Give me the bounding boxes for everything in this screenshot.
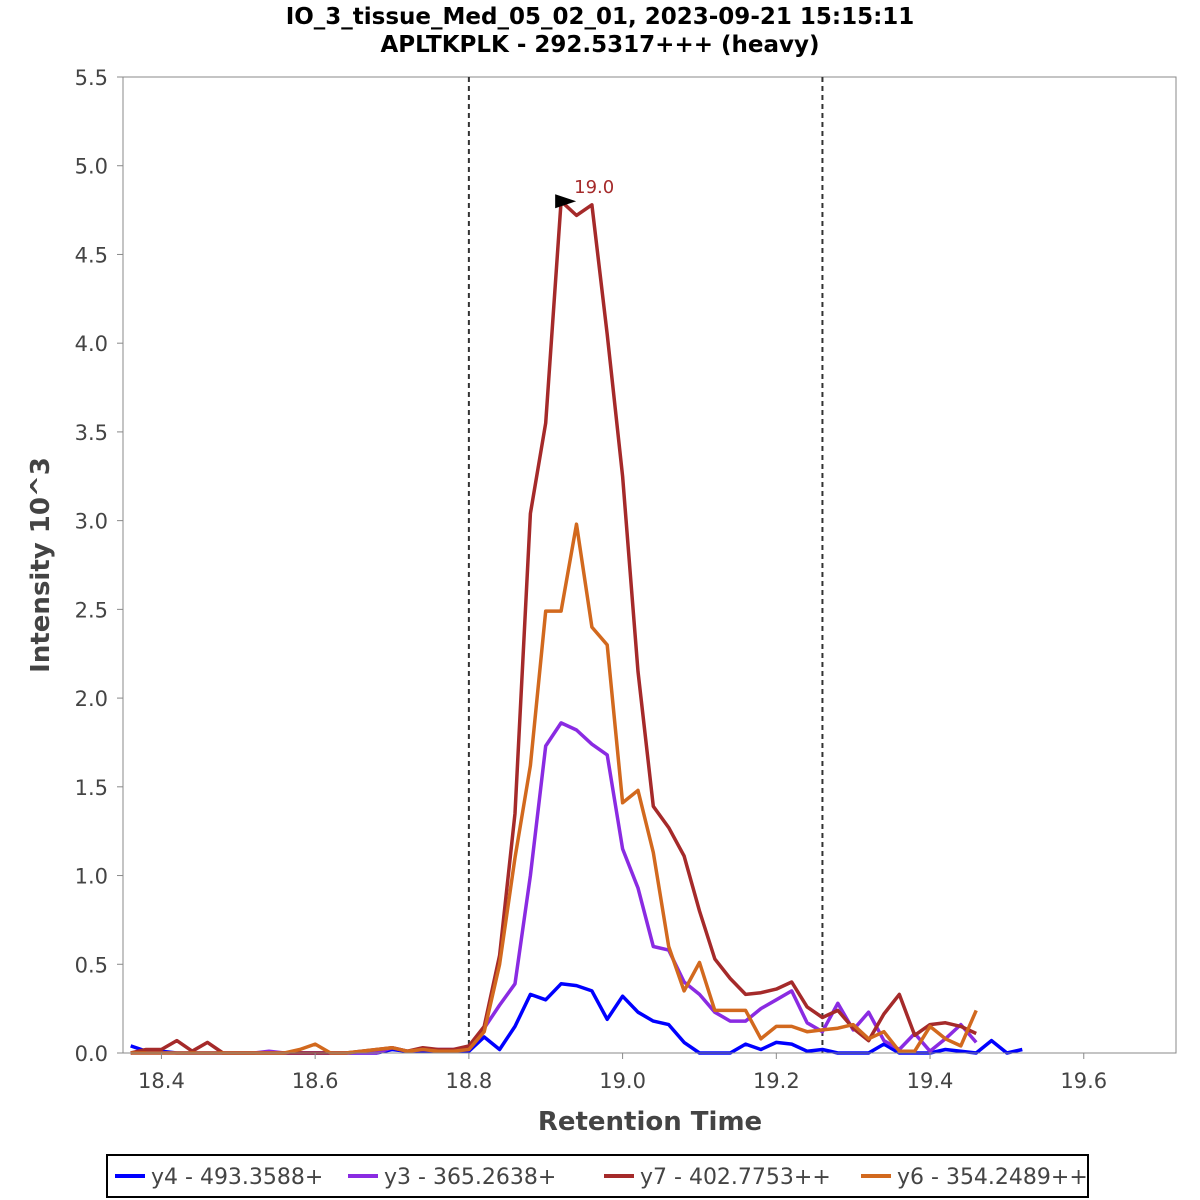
y-tick-label: 2.0 bbox=[75, 687, 108, 711]
plot-area bbox=[122, 76, 1177, 1054]
y-tick-label: 3.0 bbox=[75, 510, 108, 534]
y-axis: 0.0 0.5 1.0 1.5 2.0 2.5 3.0 3.5 4.0 4.5 5.0 5.5 bbox=[75, 66, 124, 1066]
y-tick-label: 4.0 bbox=[75, 332, 108, 356]
x-tick-label: 18.4 bbox=[138, 1069, 185, 1093]
y-tick-label: 5.5 bbox=[75, 66, 108, 90]
x-tick-label: 19.0 bbox=[599, 1069, 646, 1093]
y-tick-label: 0.5 bbox=[75, 953, 108, 977]
legend-entry: y4 - 493.3588+ bbox=[151, 1165, 323, 1190]
legend-entry: y7 - 402.7753++ bbox=[640, 1165, 831, 1190]
x-tick-label: 18.8 bbox=[445, 1069, 492, 1093]
peak-arrow-icon bbox=[555, 194, 577, 209]
x-tick-label: 19.6 bbox=[1060, 1069, 1107, 1093]
x-axis-label: Retention Time bbox=[538, 1107, 762, 1137]
legend-box bbox=[106, 1154, 1089, 1198]
y-tick-label: 5.0 bbox=[75, 155, 108, 179]
peak-annotation: 19.0 bbox=[555, 177, 614, 209]
chart-subtitle: APLTKPLK - 292.5317+++ (heavy) bbox=[381, 32, 820, 58]
y-tick-label: 4.5 bbox=[75, 243, 108, 267]
y-tick-label: 0.0 bbox=[75, 1042, 108, 1066]
chart-title: IO_3_tissue_Med_05_02_01, 2023-09-21 15:… bbox=[286, 4, 915, 30]
y-tick-label: 1.5 bbox=[75, 776, 108, 800]
peak-retention-label: 19.0 bbox=[574, 177, 614, 198]
y-axis-label: Intensity 10^3 bbox=[26, 457, 56, 673]
x-tick-label: 18.6 bbox=[292, 1069, 339, 1093]
y-tick-label: 1.0 bbox=[75, 865, 108, 889]
x-tick-label: 19.2 bbox=[753, 1069, 800, 1093]
y-tick-label: 3.5 bbox=[75, 421, 108, 445]
legend-entry: y3 - 365.2638+ bbox=[384, 1165, 556, 1190]
peak-boundaries bbox=[467, 77, 824, 1053]
y-tick-label: 2.5 bbox=[75, 598, 108, 622]
x-tick-label: 19.4 bbox=[907, 1069, 954, 1093]
legend-entry: y6 - 354.2489++ bbox=[897, 1165, 1088, 1190]
x-axis: 18.4 18.6 18.8 19.0 19.2 19.4 19.6 bbox=[123, 1052, 1176, 1093]
legend: y4 - 493.3588+ y3 - 365.2638+ y7 - 402.775… bbox=[106, 1154, 1089, 1198]
